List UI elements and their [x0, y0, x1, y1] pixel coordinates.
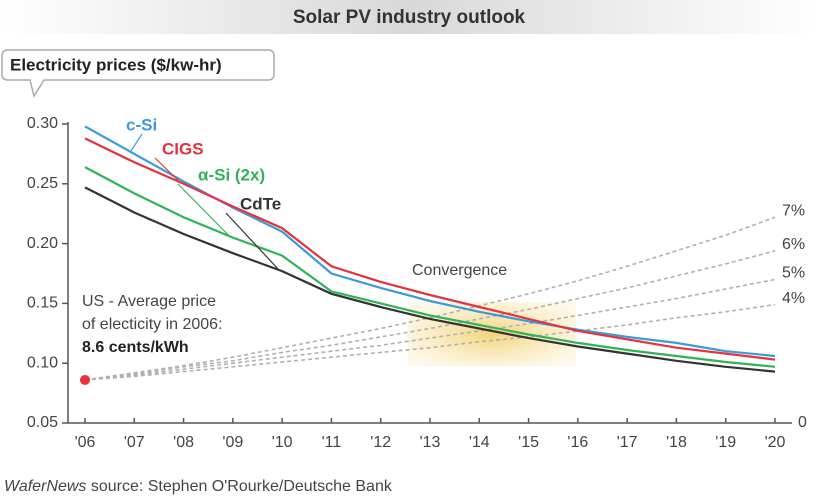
growth-line [84, 278, 776, 381]
series-label: CdTe [240, 194, 281, 213]
x-tick-label: '09 [222, 434, 243, 451]
growth-line [84, 250, 776, 381]
y-tick-label: 0.05 [27, 414, 58, 431]
annotation: 8.6 cents/kWh [82, 339, 189, 356]
start-point [80, 374, 90, 385]
annotation: US - Average price [82, 293, 216, 310]
x-tick-label: '16 [567, 434, 588, 451]
series-line [84, 137, 776, 361]
x-tick-label: '13 [420, 434, 441, 451]
x-tick-label: '20 [765, 434, 786, 451]
source-publication: WaferNews [4, 478, 86, 495]
chart-title: Solar PV industry outlook [293, 7, 526, 28]
y-axis-label: Electricity prices ($/kw-hr) [10, 55, 222, 74]
y-tick-label: 0.25 [27, 175, 58, 192]
series-leader [177, 183, 230, 237]
series-leader [154, 157, 180, 183]
x-tick-label: '07 [124, 434, 145, 451]
growth-label: 7% [782, 203, 805, 220]
x-tick-label: '17 [617, 434, 638, 451]
title-band [0, 0, 819, 34]
y-tick-label: 0.15 [27, 295, 58, 312]
series-label: CIGS [162, 139, 204, 158]
x-tick-label: '12 [370, 434, 391, 451]
y-tick-label: 0.20 [27, 235, 58, 252]
series-line [84, 186, 776, 373]
convergence-highlight [408, 302, 576, 366]
annotation: Convergence [412, 262, 507, 279]
x-tick-label: '10 [272, 434, 293, 451]
series-leader [225, 212, 279, 270]
series-label: c-Si [126, 115, 157, 134]
series-leader [129, 133, 143, 153]
x-tick-label: '06 [75, 434, 96, 451]
source: WaferNews source: Stephen O'Rourke/Deuts… [4, 478, 393, 495]
annotation: of electicity in 2006: [82, 316, 223, 333]
x-tick-label: '15 [518, 434, 539, 451]
x-tick-label: '19 [715, 434, 736, 451]
growth-label: 5% [782, 265, 805, 282]
series-label: α-Si (2x) [198, 165, 265, 184]
growth-label: 4% [782, 290, 805, 307]
series-line [84, 166, 776, 368]
y2-tick-label: 0 [798, 414, 807, 431]
y-tick-label: 0.30 [27, 115, 58, 132]
x-tick-label: '18 [666, 434, 687, 451]
x-tick-label: '14 [469, 434, 490, 451]
source-text: source: Stephen O'Rourke/Deutsche Bank [86, 478, 392, 495]
y-label-box [1, 49, 275, 98]
x-tick-label: '11 [322, 434, 342, 451]
x-tick-label: '08 [173, 434, 194, 451]
growth-line [84, 303, 776, 381]
y-tick-label: 0.10 [27, 354, 58, 371]
growth-label: 6% [782, 236, 805, 253]
